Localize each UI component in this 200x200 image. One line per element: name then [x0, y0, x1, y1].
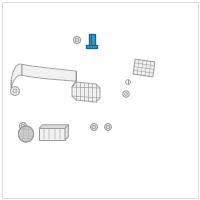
Circle shape	[91, 124, 97, 130]
Circle shape	[106, 125, 110, 129]
Polygon shape	[22, 64, 76, 81]
Polygon shape	[65, 125, 69, 140]
Polygon shape	[133, 59, 155, 77]
Circle shape	[126, 80, 130, 84]
Circle shape	[75, 38, 79, 42]
Bar	[89, 34, 95, 45]
Circle shape	[92, 125, 96, 129]
Circle shape	[125, 93, 127, 95]
Circle shape	[19, 122, 27, 130]
Polygon shape	[72, 82, 100, 102]
Circle shape	[13, 89, 17, 93]
Polygon shape	[11, 64, 22, 88]
Circle shape	[123, 91, 129, 97]
Ellipse shape	[18, 126, 34, 142]
Polygon shape	[39, 125, 69, 128]
Bar	[86, 45, 97, 48]
Circle shape	[11, 87, 19, 95]
Circle shape	[73, 36, 81, 44]
Bar	[39, 128, 65, 140]
Circle shape	[105, 124, 111, 130]
Circle shape	[21, 124, 25, 128]
